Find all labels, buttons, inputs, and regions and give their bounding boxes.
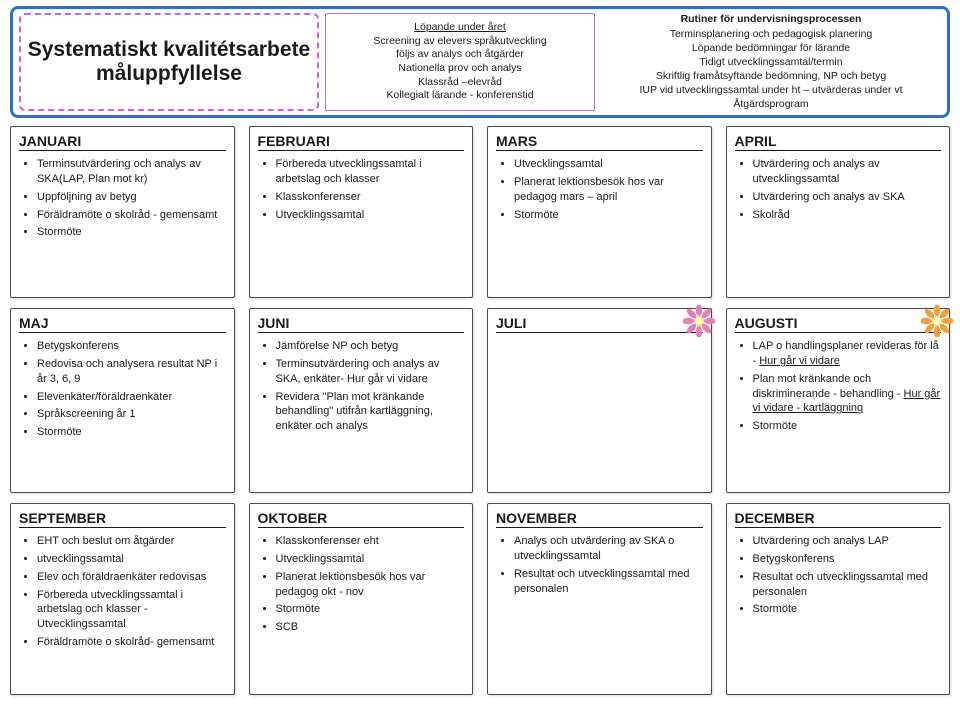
month-item: Terminsutvärdering och analys av SKA, en…	[276, 357, 465, 387]
month-card-juli: JULI	[487, 308, 712, 493]
header-frame: Systematiskt kvalitétsarbete måluppfylle…	[10, 6, 950, 118]
month-item: Planerat lektionsbesök hos var pedagog o…	[276, 570, 465, 600]
month-item: Elev och föräldraenkäter redovisas	[37, 570, 226, 585]
month-card-juni: JUNI Jämförelse NP och betyg Terminsutvärd…	[249, 308, 474, 493]
month-item-list: Utvärdering och analys LAP Betygskonferen…	[735, 534, 942, 617]
right-line: Åtgärdsprogram	[733, 98, 808, 110]
middle-heading: Löpande under året	[373, 21, 546, 35]
month-title: MARS	[496, 133, 703, 151]
month-card-maj: MAJ Betygskonferens Redovisa och analysera…	[10, 308, 235, 493]
month-item-list: Terminsutvärdering och analys av SKA(LAP…	[19, 157, 226, 240]
month-item: Stormöte	[753, 602, 942, 617]
right-content: Rutiner för undervisningsprocessen Termi…	[639, 12, 902, 111]
right-line: IUP vid utvecklingssamtal under ht – utv…	[639, 84, 902, 96]
right-box: Rutiner för undervisningsprocessen Termi…	[601, 13, 941, 111]
month-item: Planerat lektionsbesök hos var pedagog m…	[514, 175, 703, 205]
month-title: FEBRUARI	[258, 133, 465, 151]
month-title: OKTOBER	[258, 510, 465, 528]
page-title: Systematiskt kvalitétsarbete måluppfylle…	[27, 38, 311, 86]
month-item: Utvärdering och analys LAP	[753, 534, 942, 549]
month-item: Plan mot kränkande och diskriminerande -…	[753, 372, 942, 417]
month-card-januari: JANUARI Terminsutvärdering och analys av …	[10, 126, 235, 298]
month-title: JULI	[496, 315, 703, 333]
month-card-mars: MARS Utvecklingssamtal Planerat lektionsbe…	[487, 126, 712, 298]
month-item-list: Klasskonferenser eht Utvecklingssamtal Pla…	[258, 534, 465, 635]
month-card-december: DECEMBER Utvärdering och analys LAP Betygs…	[726, 503, 951, 695]
month-item: Klasskonferenser eht	[276, 534, 465, 549]
month-item: Redovisa och analysera resultat NP i år …	[37, 357, 226, 387]
month-title: AUGUSTI	[735, 315, 942, 333]
month-item-list: Utvecklingssamtal Planerat lektionsbesök …	[496, 157, 703, 222]
month-item: Språkscreening år 1	[37, 407, 226, 422]
month-title: JANUARI	[19, 133, 226, 151]
middle-line: följs av analys och åtgärder	[396, 48, 524, 60]
right-line: Tidigt utvecklingssamtal/termin	[699, 56, 842, 68]
month-item-list: Förbereda utvecklingssamtal i arbetslag …	[258, 157, 465, 222]
month-item: Stormöte	[37, 425, 226, 440]
month-item: Utvecklingssamtal	[276, 208, 465, 223]
month-item: Revidera "Plan mot kränkande behandling"…	[276, 390, 465, 435]
month-item: Utvärdering och analys av SKA	[753, 190, 942, 205]
month-item: Stormöte	[37, 225, 226, 240]
month-item: Jämförelse NP och betyg	[276, 339, 465, 354]
month-item-list: LAP o handlingsplaner revideras för lå -…	[735, 339, 942, 434]
month-item: Föräldramöte o skolråd- gemensamt	[37, 635, 226, 650]
month-title: NOVEMBER	[496, 510, 703, 528]
month-card-april: APRIL Utvärdering och analys av utvecklin…	[726, 126, 951, 298]
month-item: Elevenkäter/föräldraenkäter	[37, 390, 226, 405]
month-item: Uppföljning av betyg	[37, 190, 226, 205]
month-item: Utvärdering och analys av utvecklingssam…	[753, 157, 942, 187]
month-item-list: Betygskonferens Redovisa och analysera re…	[19, 339, 226, 440]
month-item: Utvecklingssamtal	[276, 552, 465, 567]
month-item: Resultat och utvecklingssamtal med perso…	[514, 567, 703, 597]
right-line: Skriftlig framåtsyftande bedömning, NP o…	[656, 70, 886, 82]
month-item-list: Utvärdering och analys av utvecklingssam…	[735, 157, 942, 222]
middle-line: Klassråd –elevråd	[418, 76, 502, 88]
month-item: LAP o handlingsplaner revideras för lå -…	[753, 339, 942, 369]
month-item: Betygskonferens	[753, 552, 942, 567]
month-item-list: Analys och utvärdering av SKA o utveckli…	[496, 534, 703, 596]
flower-icon	[921, 305, 953, 337]
month-card-augusti: AUGUSTI LAP o handlingsplaner revideras f…	[726, 308, 951, 493]
middle-line: Screening av elevers språkutveckling	[373, 35, 546, 47]
month-item: utvecklingssamtal	[37, 552, 226, 567]
month-item: Stormöte	[514, 208, 703, 223]
month-item: Förbereda utvecklingssamtal i arbetslag …	[276, 157, 465, 187]
month-title: MAJ	[19, 315, 226, 333]
month-title: SEPTEMBER	[19, 510, 226, 528]
middle-content: Löpande under året Screening av elevers …	[373, 21, 546, 103]
month-item: Föräldramöte o skolråd - gemensamt	[37, 208, 226, 223]
month-item: EHT och beslut om åtgärder	[37, 534, 226, 549]
right-line: Löpande bedömningar för lärande	[692, 42, 850, 54]
month-card-februari: FEBRUARI Förbereda utvecklingssamtal i ar…	[249, 126, 474, 298]
middle-box: Löpande under året Screening av elevers …	[325, 13, 595, 111]
right-heading: Rutiner för undervisningsprocessen	[639, 12, 902, 26]
month-item: Klasskonferenser	[276, 190, 465, 205]
month-card-september: SEPTEMBER EHT och beslut om åtgärder utvec…	[10, 503, 235, 695]
month-title: DECEMBER	[735, 510, 942, 528]
month-item: Resultat och utvecklingssamtal med perso…	[753, 570, 942, 600]
middle-line: Nationella prov och analys	[398, 62, 521, 74]
month-item: Utvecklingssamtal	[514, 157, 703, 172]
month-title: APRIL	[735, 133, 942, 151]
month-item: Analys och utvärdering av SKA o utveckli…	[514, 534, 703, 564]
month-grid: JANUARI Terminsutvärdering och analys av …	[10, 126, 950, 695]
month-item-list: Jämförelse NP och betyg Terminsutvärderin…	[258, 339, 465, 434]
month-card-november: NOVEMBER Analys och utvärdering av SKA o …	[487, 503, 712, 695]
month-item: Betygskonferens	[37, 339, 226, 354]
month-item: SCB	[276, 620, 465, 635]
right-line: Terminsplanering och pedagogisk planerin…	[670, 28, 873, 40]
month-item: Skolråd	[753, 208, 942, 223]
year-wheel-page: Systematiskt kvalitétsarbete måluppfylle…	[0, 0, 960, 720]
middle-line: Kollegialt lärande - konferenstid	[386, 89, 533, 101]
month-item: Förbereda utvecklingssamtal i arbetslag …	[37, 588, 226, 633]
month-card-oktober: OKTOBER Klasskonferenser eht Utvecklingssa…	[249, 503, 474, 695]
month-item: Stormöte	[753, 419, 942, 434]
title-box: Systematiskt kvalitétsarbete måluppfylle…	[19, 13, 319, 111]
month-title: JUNI	[258, 315, 465, 333]
flower-icon	[683, 305, 715, 337]
month-item-list: EHT och beslut om åtgärder utvecklingssam…	[19, 534, 226, 650]
month-item: Terminsutvärdering och analys av SKA(LAP…	[37, 157, 226, 187]
month-item: Stormöte	[276, 602, 465, 617]
